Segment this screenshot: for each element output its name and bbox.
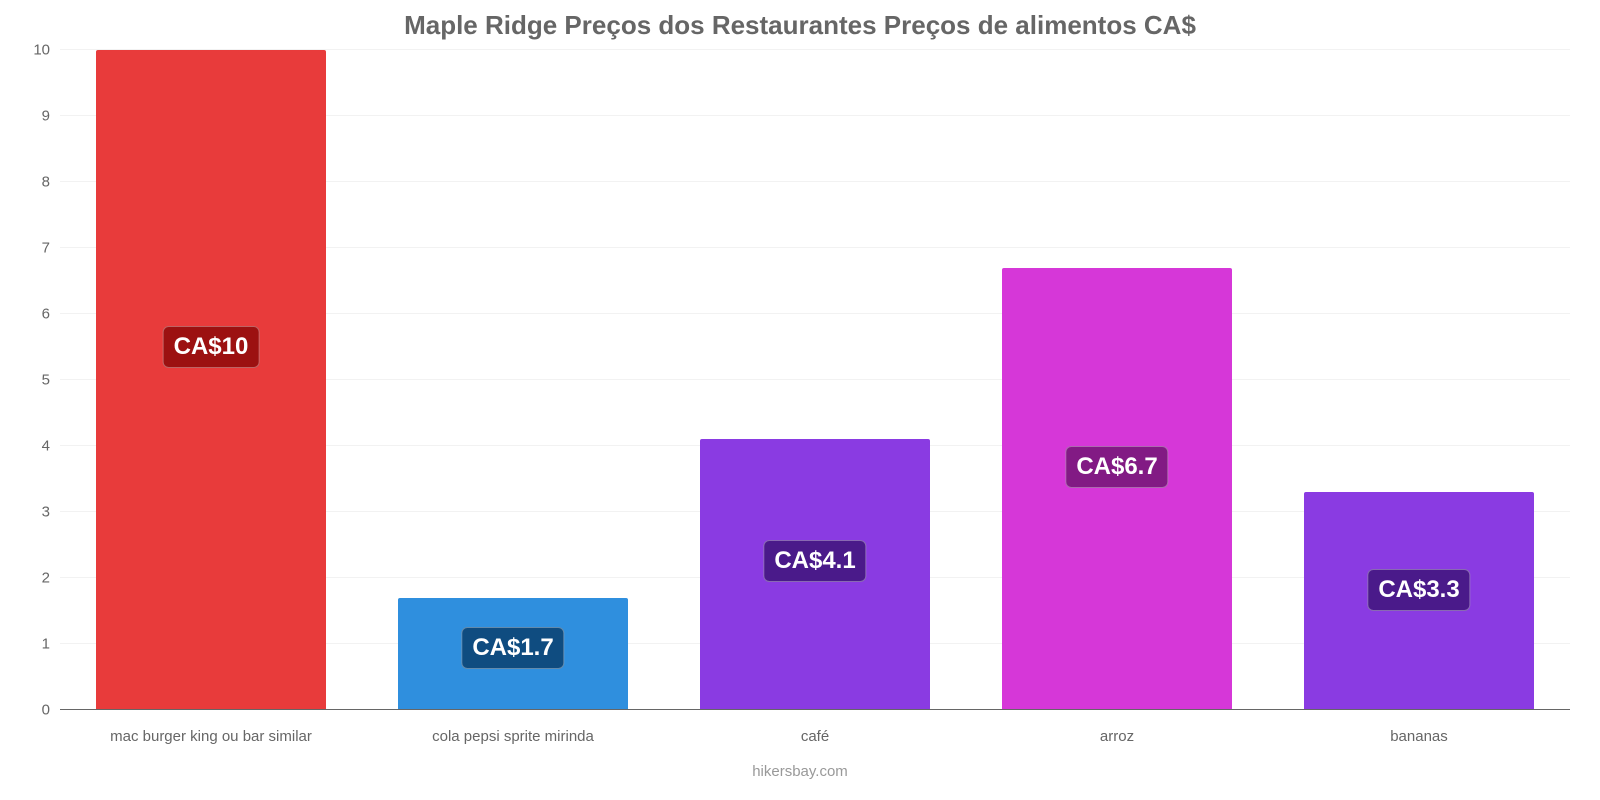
y-tick-label: 0 [42, 702, 50, 719]
y-tick-label: 4 [42, 438, 50, 455]
chart-footer: hikersbay.com [0, 763, 1600, 780]
bar-slot: CA$10 [96, 50, 326, 710]
bar: CA$4.1 [700, 439, 930, 710]
bar: CA$3.3 [1304, 492, 1534, 710]
value-badge: CA$1.7 [461, 627, 564, 669]
y-tick-label: 7 [42, 240, 50, 257]
price-bar-chart: Maple Ridge Preços dos Restaurantes Preç… [0, 0, 1600, 800]
y-tick-label: 1 [42, 636, 50, 653]
x-axis-labels: mac burger king ou bar similar cola pepsi… [60, 728, 1570, 745]
y-tick-label: 6 [42, 306, 50, 323]
x-axis-label: mac burger king ou bar similar [96, 728, 326, 745]
bar: CA$10 [96, 50, 326, 710]
y-tick-label: 2 [42, 570, 50, 587]
x-axis-label: café [700, 728, 930, 745]
x-axis-label: cola pepsi sprite mirinda [398, 728, 628, 745]
y-tick-label: 10 [33, 42, 50, 59]
y-tick-label: 9 [42, 108, 50, 125]
bar: CA$6.7 [1002, 268, 1232, 710]
bar-slot: CA$4.1 [700, 50, 930, 710]
y-tick-label: 3 [42, 504, 50, 521]
bar-group: CA$10 CA$1.7 CA$4.1 CA$6.7 CA$3.3 [60, 50, 1570, 710]
bar-slot: CA$1.7 [398, 50, 628, 710]
chart-title: Maple Ridge Preços dos Restaurantes Preç… [0, 0, 1600, 41]
bar: CA$1.7 [398, 598, 628, 710]
y-tick-label: 8 [42, 174, 50, 191]
value-badge: CA$3.3 [1367, 569, 1470, 611]
y-tick-label: 5 [42, 372, 50, 389]
x-axis-label: arroz [1002, 728, 1232, 745]
bar-slot: CA$6.7 [1002, 50, 1232, 710]
value-badge: CA$6.7 [1065, 446, 1168, 488]
plot-area: 012345678910 CA$10CA$1.7CA$4.1CA$6.7CA$3… [60, 50, 1570, 710]
x-axis-label: bananas [1304, 728, 1534, 745]
value-badge: CA$10 [163, 326, 260, 368]
value-badge: CA$4.1 [763, 540, 866, 582]
bar-slot: CA$3.3 [1304, 50, 1534, 710]
x-axis-line [60, 709, 1570, 710]
